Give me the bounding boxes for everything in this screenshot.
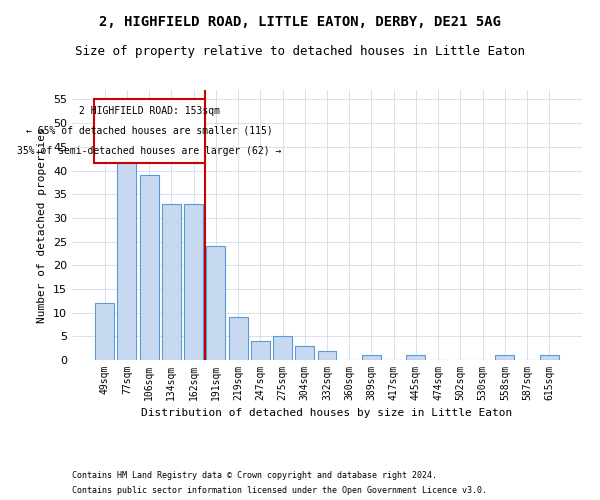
Text: Contains HM Land Registry data © Crown copyright and database right 2024.: Contains HM Land Registry data © Crown c… <box>72 471 437 480</box>
Bar <box>95 303 114 360</box>
Text: Size of property relative to detached houses in Little Eaton: Size of property relative to detached ho… <box>75 45 525 58</box>
Text: 35% of semi-detached houses are larger (62) →: 35% of semi-detached houses are larger (… <box>17 146 281 156</box>
Bar <box>317 350 337 360</box>
Text: Contains public sector information licensed under the Open Government Licence v3: Contains public sector information licen… <box>72 486 487 495</box>
Bar <box>406 356 425 360</box>
Text: ← 65% of detached houses are smaller (115): ← 65% of detached houses are smaller (11… <box>26 125 272 135</box>
Bar <box>206 246 225 360</box>
Text: 2, HIGHFIELD ROAD, LITTLE EATON, DERBY, DE21 5AG: 2, HIGHFIELD ROAD, LITTLE EATON, DERBY, … <box>99 15 501 29</box>
Bar <box>184 204 203 360</box>
Bar <box>229 318 248 360</box>
Bar <box>118 147 136 360</box>
Bar <box>362 356 381 360</box>
Bar <box>162 204 181 360</box>
Text: 2 HIGHFIELD ROAD: 153sqm: 2 HIGHFIELD ROAD: 153sqm <box>79 106 220 116</box>
Bar <box>540 356 559 360</box>
X-axis label: Distribution of detached houses by size in Little Eaton: Distribution of detached houses by size … <box>142 408 512 418</box>
Bar <box>251 341 270 360</box>
Y-axis label: Number of detached properties: Number of detached properties <box>37 127 47 323</box>
Bar <box>295 346 314 360</box>
Bar <box>140 176 158 360</box>
FancyBboxPatch shape <box>94 100 205 164</box>
Bar <box>273 336 292 360</box>
Bar <box>496 356 514 360</box>
